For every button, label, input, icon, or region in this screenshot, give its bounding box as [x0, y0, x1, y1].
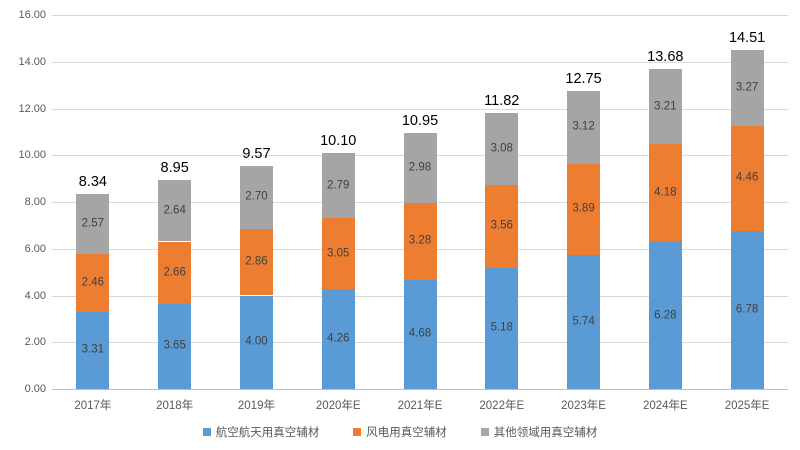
- gridline: [52, 108, 788, 110]
- segment-value-label: 2.46: [81, 276, 105, 289]
- total-value-label: 8.95: [160, 159, 189, 176]
- bar-segment: 3.89: [567, 163, 601, 255]
- legend-item: 其他领域用真空辅材: [480, 424, 598, 440]
- bar-segment: 3.05: [321, 218, 355, 290]
- bar-segment: 3.65: [158, 303, 192, 389]
- segment-value-label: 3.12: [572, 120, 595, 133]
- bar-segment: 3.27: [730, 49, 764, 127]
- segment-value-label: 2.86: [245, 255, 268, 268]
- segment-value-label: 3.89: [572, 202, 595, 215]
- bar-segment: 2.70: [239, 165, 273, 229]
- segment-value-label: 4.26: [327, 332, 350, 345]
- legend-swatch-icon: [353, 428, 362, 436]
- x-axis-tick-label: 2022年E: [479, 400, 525, 412]
- bar-segment: 5.18: [485, 267, 519, 389]
- y-axis-tick-label: 14.00: [18, 55, 46, 68]
- x-axis-tick-label: 2019年: [237, 400, 275, 412]
- x-axis-tick-label: 2023年E: [561, 400, 606, 412]
- total-value-label: 11.82: [484, 92, 520, 109]
- gridline: [52, 15, 788, 16]
- bar-segment: 4.18: [648, 144, 682, 243]
- bar-segment: 2.57: [76, 194, 110, 255]
- legend-item: 航空航天用真空辅材: [202, 424, 320, 440]
- legend-label: 航空航天用真空辅材: [215, 427, 320, 439]
- segment-value-label: 3.21: [654, 100, 677, 113]
- segment-value-label: 3.05: [327, 247, 350, 260]
- bar-segment: 2.86: [239, 228, 273, 296]
- segment-value-label: 6.28: [654, 308, 677, 321]
- segment-value-label: 3.56: [490, 219, 513, 232]
- legend-swatch-icon: [480, 428, 489, 436]
- x-axis-tick-label: 2020年E: [315, 400, 361, 412]
- total-value-label: 14.51: [728, 29, 766, 46]
- y-axis-tick-label: 0.00: [24, 383, 46, 395]
- segment-value-label: 4.46: [735, 171, 759, 184]
- y-axis-tick-label: 2.00: [24, 336, 46, 349]
- bar-segment: 4.68: [403, 279, 437, 389]
- bar-segment: 6.28: [648, 242, 682, 389]
- segment-value-label: 5.74: [572, 315, 595, 328]
- segment-value-label: 2.70: [245, 190, 268, 203]
- y-axis-tick-label: 6.00: [24, 242, 46, 255]
- legend-swatch-icon: [202, 428, 211, 436]
- gridline: [52, 389, 788, 390]
- bar-segment: 3.28: [403, 202, 437, 280]
- y-axis-tick-label: 8.00: [24, 196, 46, 208]
- bar-segment: 2.79: [321, 152, 355, 219]
- segment-value-label: 3.31: [81, 343, 105, 356]
- bar-segment: 3.21: [648, 69, 682, 145]
- segment-value-label: 4.68: [408, 327, 432, 340]
- segment-value-label: 2.64: [163, 203, 186, 216]
- bar-segment: 4.46: [730, 126, 764, 231]
- x-axis-tick-label: 2025年E: [724, 400, 770, 412]
- y-axis-tick-label: 10.00: [18, 149, 46, 162]
- bar-segment: 3.08: [485, 112, 519, 185]
- segment-value-label: 6.78: [735, 303, 759, 315]
- total-value-label: 12.75: [565, 70, 602, 87]
- segment-value-label: 2.66: [163, 265, 186, 278]
- bar-segment: 5.74: [567, 254, 601, 389]
- segment-value-label: 3.28: [408, 234, 432, 247]
- segment-value-label: 2.98: [408, 161, 432, 174]
- y-axis-tick-label: 4.00: [24, 289, 46, 302]
- bar-segment: 2.98: [403, 133, 437, 203]
- gridline: [52, 61, 788, 63]
- bar-segment: 3.56: [485, 184, 519, 268]
- segment-value-label: 4.00: [245, 335, 268, 348]
- legend-item: 风电用真空辅材: [353, 424, 447, 440]
- bar-segment: 4.26: [321, 289, 355, 389]
- segment-value-label: 4.18: [654, 186, 677, 199]
- segment-value-label: 5.18: [490, 321, 513, 334]
- segment-value-label: 2.57: [81, 217, 105, 230]
- total-value-label: 13.68: [647, 49, 684, 66]
- legend: 航空航天用真空辅材 风电用真空辅材 其他领域用真空辅材: [0, 424, 800, 440]
- x-axis-tick-label: 2024年E: [642, 400, 688, 412]
- segment-value-label: 3.08: [490, 141, 513, 154]
- legend-label: 其他领域用真空辅材: [493, 427, 598, 439]
- legend-label: 风电用真空辅材: [366, 427, 447, 439]
- y-axis-tick-label: 16.00: [18, 9, 46, 21]
- total-value-label: 8.34: [78, 174, 107, 191]
- x-axis-tick-label: 2018年: [156, 400, 194, 412]
- x-axis-tick-label: 2017年: [74, 400, 112, 412]
- segment-value-label: 3.27: [735, 81, 759, 94]
- bar-segment: 2.46: [76, 254, 110, 312]
- segment-value-label: 3.65: [163, 339, 186, 352]
- bar-segment: 3.12: [567, 90, 601, 164]
- y-axis-tick-label: 12.00: [18, 102, 46, 115]
- bar-segment: 3.31: [76, 311, 110, 389]
- bar-segment: 4.00: [239, 295, 273, 389]
- bar-segment: 6.78: [730, 230, 764, 389]
- x-axis-tick-label: 2021年E: [397, 400, 443, 412]
- total-value-label: 10.95: [401, 113, 439, 130]
- bar-segment: 2.66: [158, 241, 192, 304]
- total-value-label: 10.10: [320, 132, 357, 149]
- segment-value-label: 2.79: [327, 178, 350, 191]
- bar-segment: 2.64: [158, 179, 192, 242]
- total-value-label: 9.57: [242, 145, 271, 162]
